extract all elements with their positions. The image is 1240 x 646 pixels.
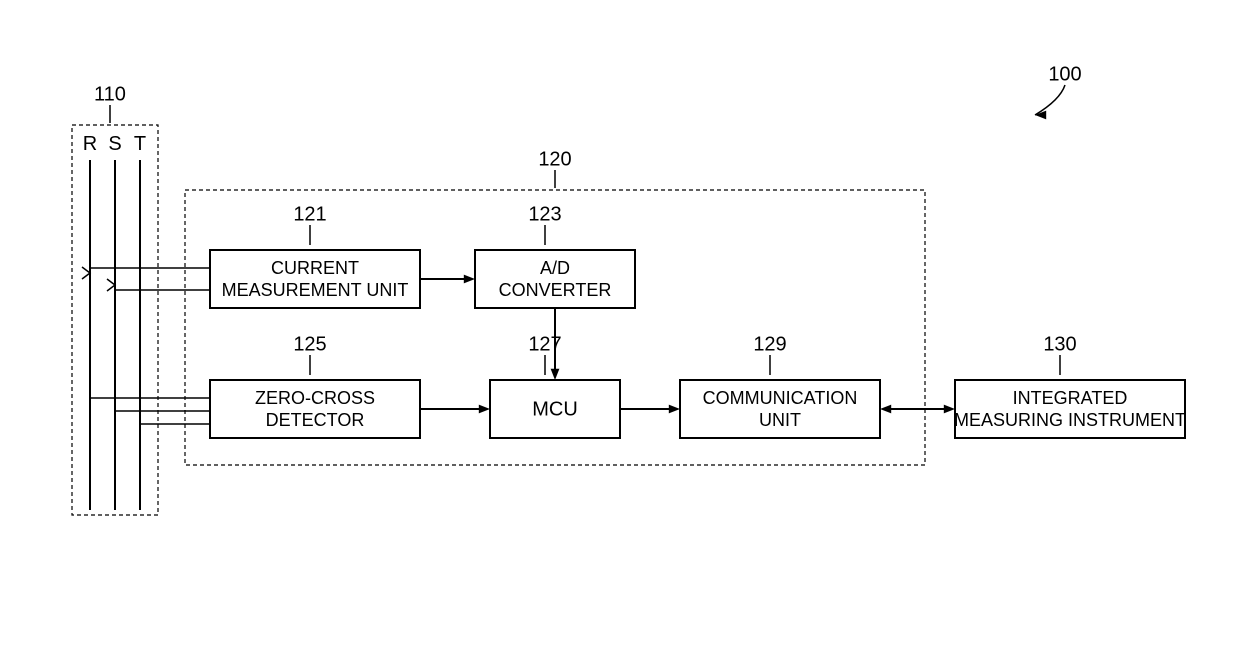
phases-group: RST [72,125,158,515]
block-b129: COMMUNICATIONUNIT [680,380,880,438]
svg-text:T: T [134,133,146,155]
svg-text:CURRENT: CURRENT [271,258,359,278]
svg-text:R: R [83,133,97,155]
ref-130: 130 [1043,333,1076,355]
svg-text:UNIT: UNIT [759,410,801,430]
svg-text:CONVERTER: CONVERTER [499,280,612,300]
ref-100: 100 [1048,63,1081,85]
svg-text:ZERO-CROSS: ZERO-CROSS [255,388,375,408]
block-b127: MCU [490,380,620,438]
ref-123: 123 [528,203,561,225]
ref-129: 129 [753,333,786,355]
svg-text:MEASUREMENT UNIT: MEASUREMENT UNIT [222,280,409,300]
block-b130: INTEGRATEDMEASURING INSTRUMENT [954,380,1186,438]
block-b121: CURRENTMEASUREMENT UNIT [210,250,420,308]
ref-120: 120 [538,148,571,170]
svg-text:S: S [108,133,121,155]
block-b125: ZERO-CROSSDETECTOR [210,380,420,438]
block-b123: A/DCONVERTER [475,250,635,308]
ref-121: 121 [293,203,326,225]
svg-text:MEASURING INSTRUMENT: MEASURING INSTRUMENT [954,410,1186,430]
svg-text:DETECTOR: DETECTOR [266,410,365,430]
svg-text:A/D: A/D [540,258,570,278]
ref-127: 127 [528,333,561,355]
svg-text:MCU: MCU [532,398,578,420]
svg-text:COMMUNICATION: COMMUNICATION [703,388,858,408]
ref-110: 110 [94,83,126,105]
ref-125: 125 [293,333,326,355]
svg-text:INTEGRATED: INTEGRATED [1013,388,1128,408]
